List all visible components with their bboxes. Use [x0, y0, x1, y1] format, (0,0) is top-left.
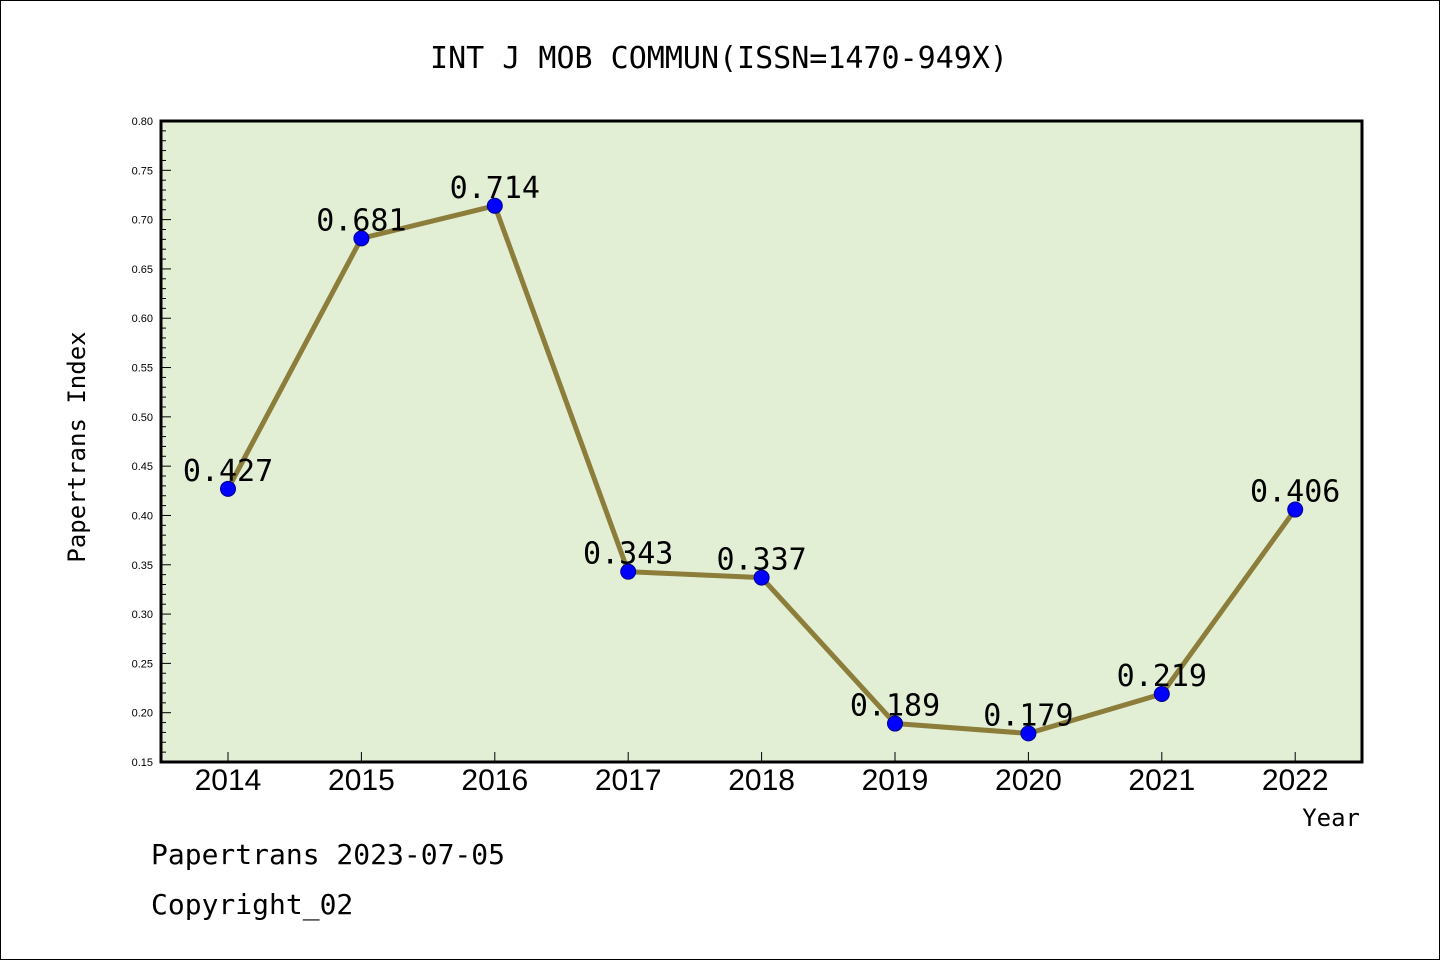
data-point	[753, 569, 770, 586]
data-point	[1153, 685, 1170, 702]
y-tick-label: 0.50	[132, 412, 153, 424]
x-axis-label: Year	[1302, 804, 1360, 832]
y-tick-label: 0.40	[132, 510, 153, 522]
data-label: 0.337	[716, 543, 806, 578]
data-label: 0.189	[850, 689, 940, 724]
data-label: 0.343	[583, 537, 673, 572]
x-tick-label: 2015	[328, 764, 395, 797]
data-label: 0.406	[1250, 475, 1340, 510]
footer-date: Papertrans 2023-07-05	[151, 838, 505, 871]
data-point	[353, 230, 370, 247]
x-tick-label: 2017	[595, 764, 662, 797]
plot-border	[159, 119, 1364, 764]
y-tick-label: 0.20	[132, 708, 153, 720]
y-tick-label: 0.65	[132, 264, 153, 276]
x-tick-label: 2016	[461, 764, 528, 797]
y-tick-label: 0.30	[132, 609, 153, 621]
data-points	[220, 197, 1304, 742]
footer-copyright: Copyright_02	[151, 888, 353, 922]
y-tick-label: 0.35	[132, 560, 153, 572]
y-tick-label: 0.25	[132, 658, 153, 670]
chart-title: INT J MOB COMMUN(ISSN=1470-949X)	[430, 41, 1008, 76]
y-tick-label: 0.70	[132, 215, 153, 227]
data-point	[1287, 501, 1304, 518]
y-tick-label: 0.15	[132, 757, 153, 769]
y-axis-label: Papertrans Index	[63, 331, 91, 562]
x-tick-label: 2018	[728, 764, 795, 797]
data-label: 0.427	[183, 454, 273, 489]
plot-area	[161, 121, 1362, 762]
x-tick-label: 2014	[195, 764, 262, 797]
y-axis: 0.15 0.20 0.25 0.30 0.35 0.40 0.45 0.50 0.55 0.60…	[132, 116, 171, 769]
y-tick-label: 0.45	[132, 461, 153, 473]
data-point	[486, 197, 503, 214]
y-tick-label: 0.80	[132, 116, 153, 128]
data-label: 0.219	[1117, 659, 1207, 694]
data-point	[220, 480, 236, 497]
y-tick-label: 0.55	[132, 363, 153, 375]
x-axis: 2014 2015 2016 2017 2018 2019 2020 2021 2022	[195, 752, 1329, 797]
data-label: 0.179	[983, 698, 1073, 733]
y-tick-label: 0.75	[132, 165, 153, 177]
x-tick-label: 2019	[862, 764, 929, 797]
data-labels: 0.427 0.681 0.714 0.343 0.337 0.189 0.179 0.219…	[183, 171, 1341, 734]
data-point	[887, 715, 903, 732]
x-tick-label: 2022	[1262, 764, 1329, 797]
y-tick-label: 0.60	[132, 313, 153, 325]
data-point	[1020, 725, 1037, 742]
data-point	[620, 563, 637, 580]
data-label: 0.681	[316, 203, 406, 238]
x-tick-label: 2021	[1128, 764, 1195, 797]
x-tick-label: 2020	[995, 764, 1062, 797]
data-label: 0.714	[450, 171, 540, 206]
